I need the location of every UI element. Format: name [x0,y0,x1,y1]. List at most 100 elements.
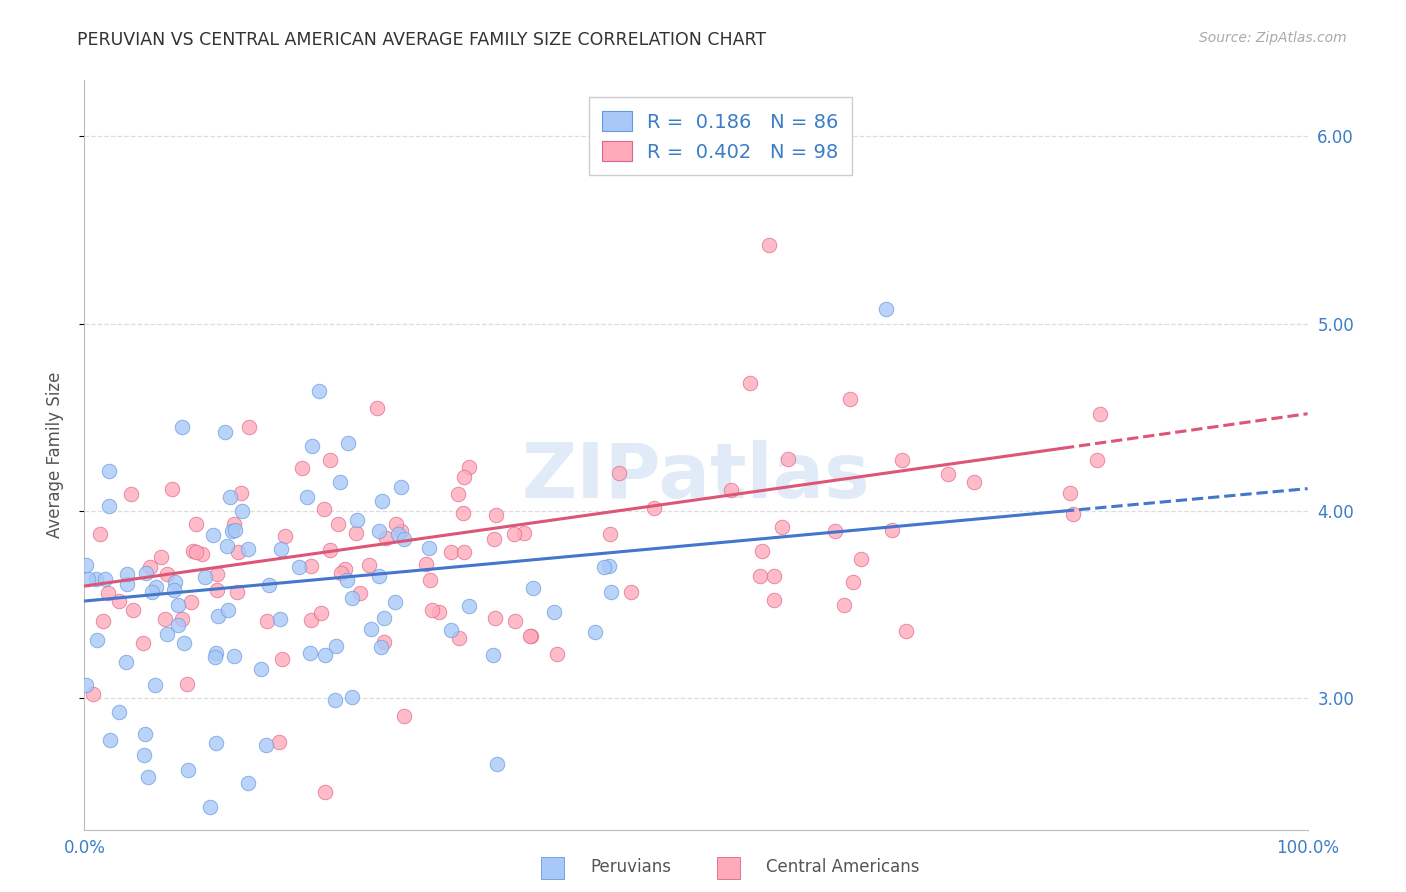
Point [546,647,568,661]
Point [1085,453,1108,467]
Point [163,582,186,597]
Point [447,631,470,645]
Point [135,566,157,580]
Point [308,384,330,398]
Point [177,763,200,777]
Point [392,532,415,546]
Point [314,648,336,663]
Point [108,706,131,720]
Point [346,513,368,527]
Point [522,581,544,595]
Point [214,425,236,440]
Point [134,727,156,741]
Point [519,629,541,643]
Point [231,485,253,500]
Point [643,501,665,516]
Point [98,499,121,513]
Point [841,574,863,589]
Point [458,459,481,474]
Point [318,453,340,467]
Point [384,595,406,609]
Point [598,559,620,574]
Point [269,612,291,626]
Y-axis label: Average Family Size: Average Family Size [45,372,63,538]
Point [172,419,194,434]
Point [298,646,321,660]
Point [329,566,352,580]
Point [1059,485,1081,500]
Point [97,586,120,600]
Point [274,529,297,543]
Point [336,436,359,450]
Text: Peruvians: Peruvians [591,858,672,876]
Point [505,614,527,628]
Point [849,551,872,566]
Point [162,483,184,497]
Point [328,517,350,532]
Point [94,572,117,586]
Point [360,622,382,636]
Point [198,799,221,814]
Point [325,693,347,707]
Point [84,572,107,586]
Point [76,572,98,586]
Point [599,526,621,541]
Point [344,526,367,541]
Point [609,467,631,481]
Point [91,614,114,628]
Point [89,527,111,541]
Point [236,541,259,556]
Point [224,648,246,663]
Point [762,592,785,607]
Point [114,655,136,669]
Point [389,524,412,538]
Point [583,625,606,640]
Point [176,677,198,691]
Point [318,542,340,557]
Point [181,544,204,558]
Point [373,611,395,625]
Point [824,524,846,539]
Point [218,490,240,504]
Point [453,507,475,521]
Point [225,585,247,599]
Point [543,606,565,620]
Point [371,494,394,508]
Point [368,568,391,582]
Point [325,639,347,653]
Point [86,632,108,647]
Point [205,736,228,750]
Point [520,629,543,643]
Point [108,594,131,608]
Point [513,526,536,541]
Point [231,503,253,517]
Point [359,558,381,572]
Point [333,562,356,576]
Point [349,585,371,599]
Point [204,649,226,664]
Point [145,678,167,692]
Point [342,591,364,605]
Point [484,611,506,625]
Point [291,461,314,475]
Point [270,541,292,556]
Point [299,613,322,627]
Point [875,301,897,316]
Point [963,475,986,489]
Point [132,747,155,762]
Point [368,524,391,538]
Point [224,516,246,531]
Point [420,603,443,617]
Point [139,560,162,574]
Point [486,756,509,771]
Point [482,532,505,546]
Point [156,626,179,640]
Point [155,611,177,625]
Point [720,483,742,497]
Point [217,539,239,553]
Point [256,614,278,628]
Point [312,501,335,516]
Point [238,420,260,434]
Point [440,545,463,559]
Point [257,578,280,592]
